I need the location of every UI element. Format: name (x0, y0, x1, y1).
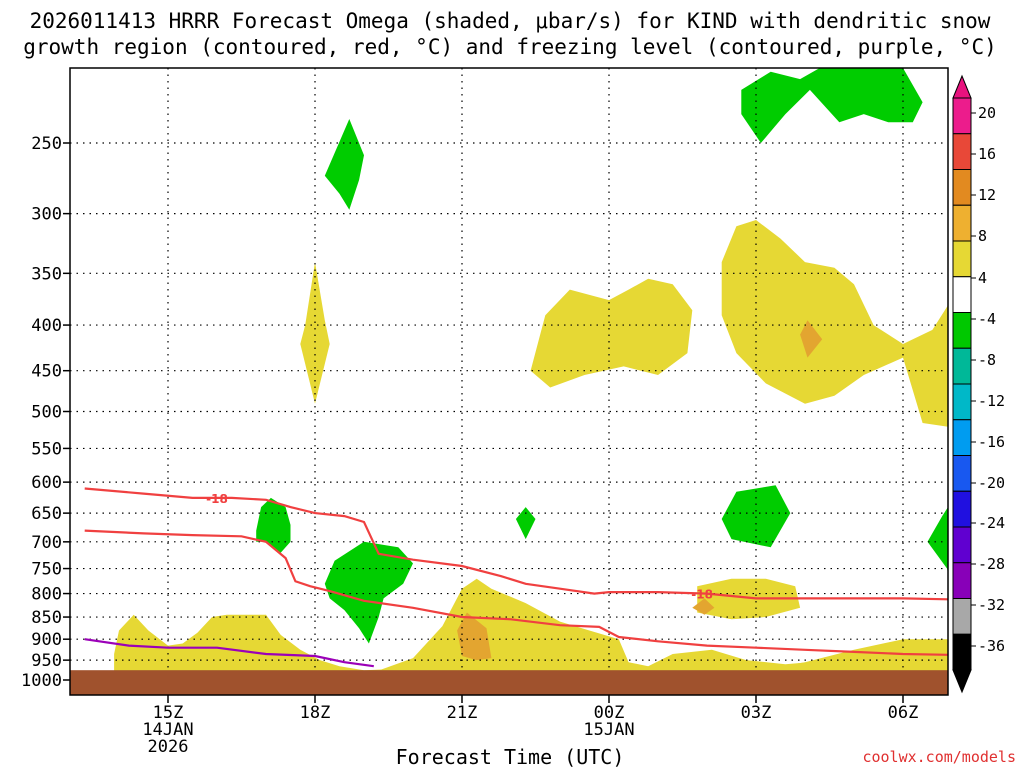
contour-labels: -18 -18 (206, 492, 713, 602)
colorbar-seg-3 (952, 204, 972, 242)
red-contour-1 (84, 529, 949, 656)
colorbar-seg-6 (952, 312, 972, 349)
colorbar-label-12: -32 (978, 596, 1005, 614)
x-tick-label-24-0: 00Z (594, 703, 625, 723)
y-tick-label-650: 650 (31, 504, 62, 524)
colorbar-label-13: -36 (978, 637, 1005, 655)
x-tick-label-15-1: 14JAN (142, 720, 193, 740)
omega-region-yellow-3 (300, 262, 330, 404)
y-tick-label-250: 250 (31, 134, 62, 154)
omega-region-yellow-0 (114, 614, 949, 673)
colorbar-seg-8 (952, 383, 972, 421)
colorbar-label-7: -12 (978, 392, 1005, 410)
omega-region-green-11 (324, 541, 413, 644)
colorbar-seg-7 (952, 347, 972, 385)
contour-label-1: -18 (691, 588, 713, 602)
colorbar-top-arrow (952, 74, 972, 99)
grid-lines (70, 68, 948, 671)
x-tick-label-24-1: 15JAN (583, 720, 634, 740)
colorbar-seg-15 (952, 633, 972, 671)
colorbar-seg-2 (952, 169, 972, 206)
y-tick-label-950: 950 (31, 651, 62, 671)
chart-title-line-2: growth region (contoured, red, °C) and f… (23, 35, 997, 59)
colorbar-label-9: -20 (978, 474, 1005, 492)
omega-region-orange-7 (692, 598, 715, 615)
omega-region-green-14 (741, 68, 923, 143)
colorbar-seg-4 (952, 240, 972, 278)
omega-region-green-10 (256, 497, 291, 553)
colorbar-seg-9 (952, 419, 972, 456)
purple-contour-2 (84, 638, 374, 668)
y-tick-label-550: 550 (31, 439, 62, 459)
colorbar-label-1: 16 (978, 145, 996, 163)
ground-fill (70, 670, 948, 695)
colorbar-label-2: 12 (978, 186, 996, 204)
y-tick-label-750: 750 (31, 560, 62, 580)
shaded-omega-regions (114, 68, 949, 673)
y-tick-label-900: 900 (31, 630, 62, 650)
omega-region-yellow-5 (721, 220, 948, 427)
x-tick-label-27-0: 03Z (741, 703, 772, 723)
credit-text: coolwx.com/models (862, 748, 1016, 766)
colorbar-label-10: -24 (978, 514, 1005, 532)
colorbar-seg-12 (952, 526, 972, 564)
colorbar-label-8: -16 (978, 433, 1005, 451)
colorbar-label-3: 8 (978, 227, 987, 245)
temperature-contours (84, 487, 949, 668)
colorbar-seg-0 (952, 97, 972, 135)
red-contour-0 (84, 487, 949, 601)
colorbar-label-6: -8 (978, 351, 996, 369)
omega-region-orange-8 (800, 320, 823, 358)
y-tick-label-1000: 1000 (21, 671, 62, 691)
x-tick-label-15-0: 15Z (153, 703, 184, 723)
x-tick-label-30-0: 06Z (888, 703, 919, 723)
x-tick-label-18-0: 18Z (300, 703, 331, 723)
y-tick-label-700: 700 (31, 533, 62, 553)
colorbar-seg-10 (952, 455, 972, 492)
y-tick-label-350: 350 (31, 264, 62, 284)
chart-title-line-1: 2026011413 HRRR Forecast Omega (shaded, … (30, 9, 991, 33)
colorbar-label-5: -4 (978, 310, 996, 328)
colorbar-bottom-arrow (952, 669, 972, 694)
pressure-axis: 2503003504004505005506006507007508008509… (21, 134, 70, 691)
y-tick-label-400: 400 (31, 316, 62, 336)
omega-region-green-13 (721, 485, 791, 548)
omega-colorbar: 20 16 12 8 4 -4 -8 -12 -16 -20 -24 -28 -32 -36 (952, 74, 1005, 694)
omega-region-green-9 (324, 119, 364, 210)
plot-frame (69, 67, 949, 696)
colorbar-label-11: -28 (978, 555, 1005, 573)
omega-region-orange-6 (457, 612, 492, 661)
y-tick-label-450: 450 (31, 362, 62, 382)
colorbar-seg-13 (952, 562, 972, 599)
x-axis-label: Forecast Time (UTC) (396, 745, 625, 768)
omega-region-yellow-2 (697, 578, 801, 620)
y-tick-label-500: 500 (31, 403, 62, 423)
y-tick-label-800: 800 (31, 585, 62, 605)
ground-layer (70, 670, 948, 695)
colorbar-seg-5 (952, 276, 972, 313)
contour-label-0: -18 (206, 492, 228, 506)
colorbar-seg-1 (952, 133, 972, 170)
omega-region-green-15 (927, 507, 948, 574)
y-tick-label-300: 300 (31, 205, 62, 225)
x-tick-label-15-2: 2026 (148, 737, 189, 757)
omega-region-yellow-4 (530, 278, 693, 388)
colorbar-seg-11 (952, 490, 972, 528)
colorbar-label-4: 4 (978, 269, 987, 287)
colorbar-label-0: 20 (978, 104, 996, 122)
x-tick-label-21-0: 21Z (447, 703, 478, 723)
y-tick-label-850: 850 (31, 608, 62, 628)
colorbar-seg-14 (952, 598, 972, 635)
omega-region-green-12 (515, 507, 536, 540)
y-tick-label-600: 600 (31, 473, 62, 493)
